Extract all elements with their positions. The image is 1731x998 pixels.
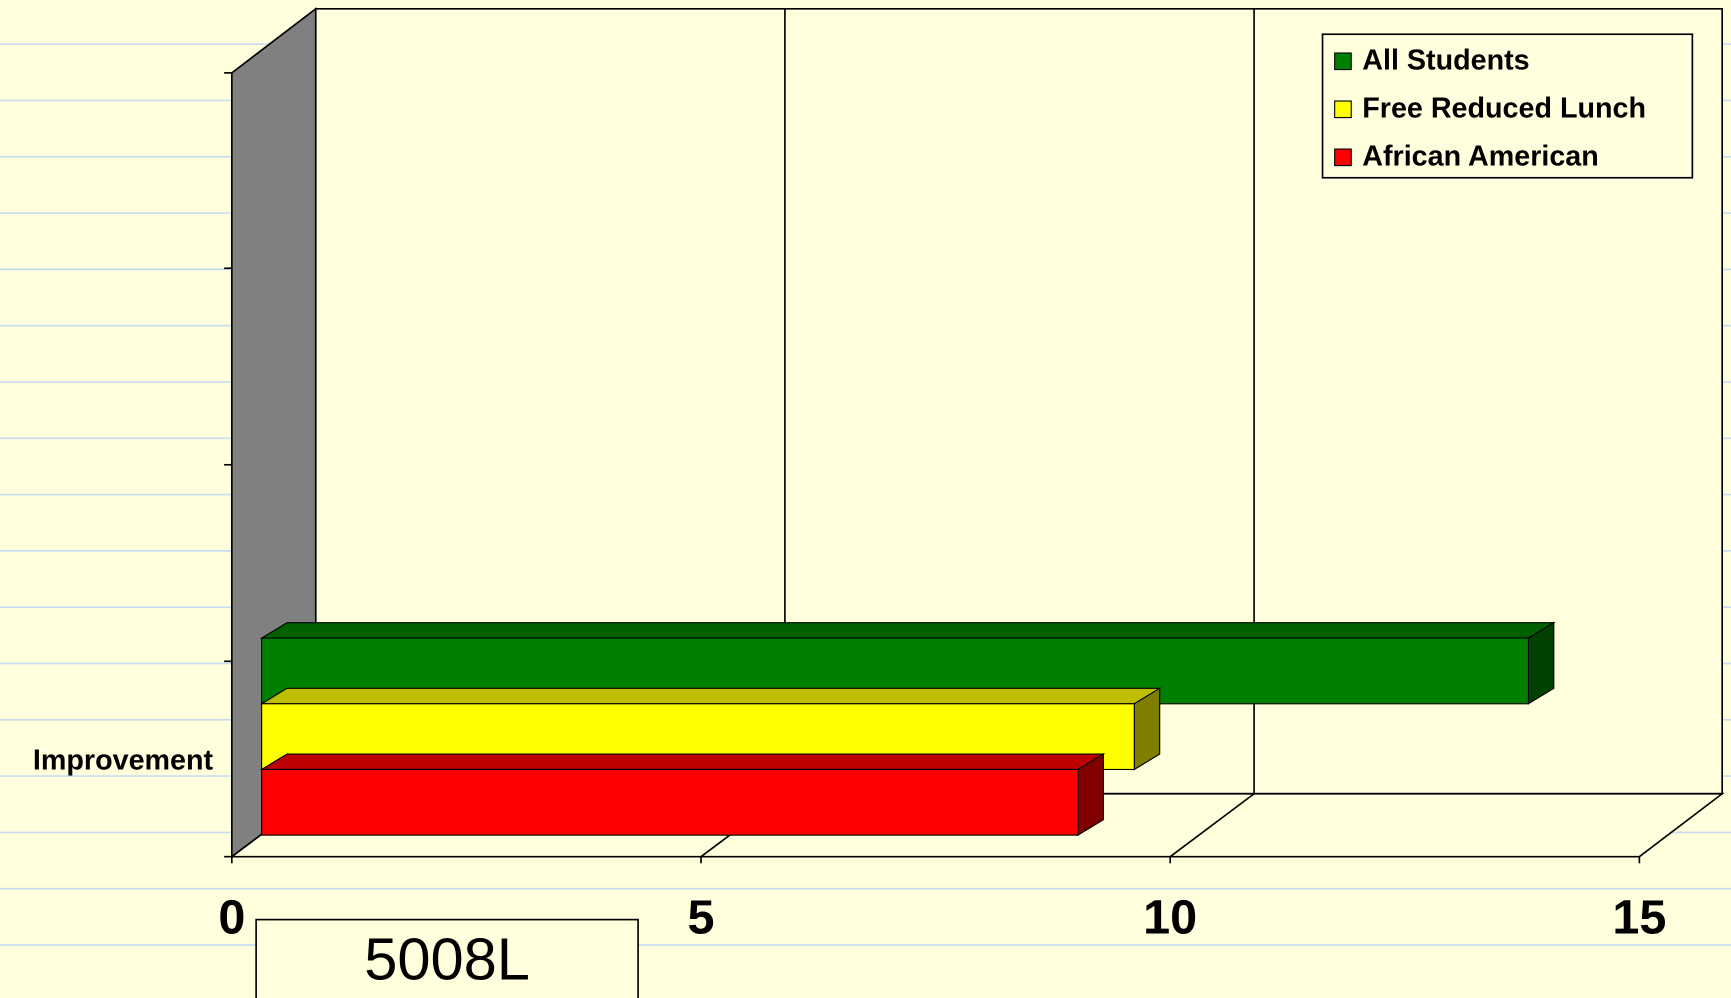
floor-grid-line bbox=[1169, 793, 1255, 858]
legend-swatch bbox=[1334, 52, 1352, 71]
bar bbox=[261, 768, 1079, 836]
plot bbox=[224, 8, 1641, 864]
legend-swatch bbox=[1334, 148, 1352, 167]
annotation-box bbox=[255, 918, 639, 998]
legend-entries: All Students Free Reduced Lunch African Am… bbox=[1334, 44, 1646, 172]
x-tick-label: 0 bbox=[218, 891, 245, 945]
legend-label: Free Reduced Lunch bbox=[1362, 92, 1646, 124]
x-tick-label: 5 bbox=[688, 891, 715, 945]
legend bbox=[1321, 33, 1694, 179]
legend-swatch bbox=[1334, 100, 1352, 119]
legend-label: All Students bbox=[1362, 44, 1529, 76]
legend-label: African American bbox=[1362, 140, 1599, 172]
x-tick-label: 15 bbox=[1612, 891, 1666, 945]
bar-top bbox=[259, 687, 1162, 705]
annotation: 5008L bbox=[364, 926, 530, 993]
x-tick-label: 10 bbox=[1143, 891, 1197, 945]
y-tick-label: Improvement bbox=[33, 744, 214, 776]
bar-top bbox=[259, 622, 1556, 639]
bar-top bbox=[259, 753, 1106, 771]
